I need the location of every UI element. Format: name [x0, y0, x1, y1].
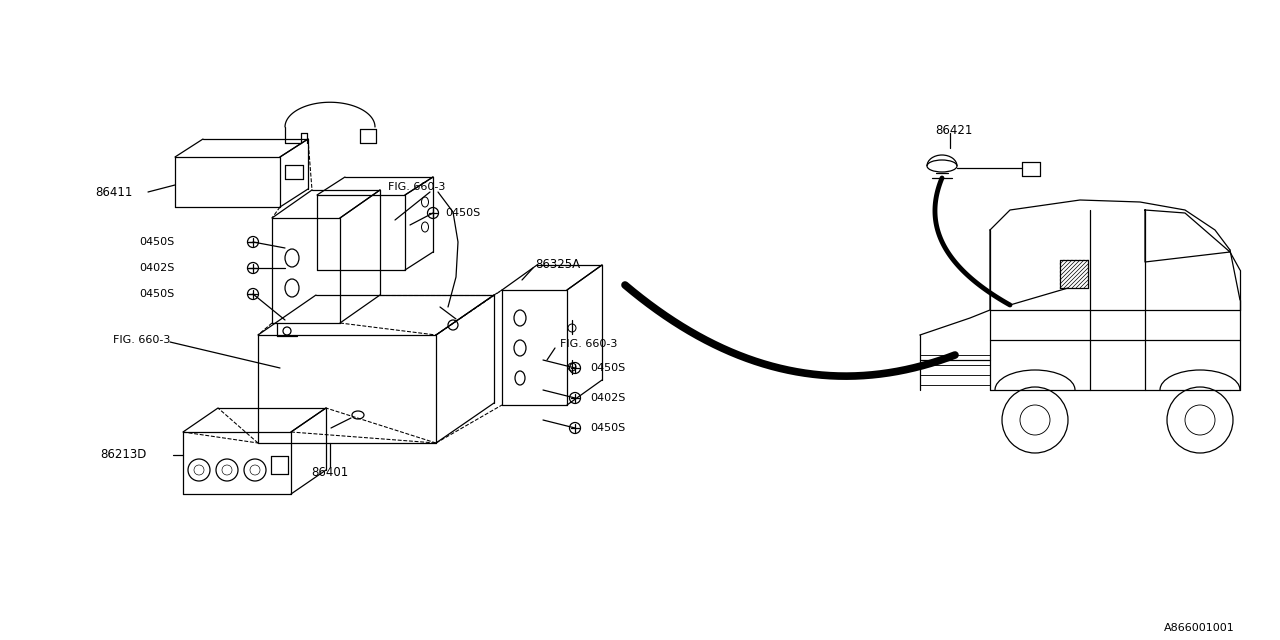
- Text: 0402S: 0402S: [590, 393, 626, 403]
- Text: A866001001: A866001001: [1165, 623, 1235, 633]
- Text: 86411: 86411: [95, 186, 132, 198]
- Text: FIG. 660-3: FIG. 660-3: [561, 339, 617, 349]
- Text: 0450S: 0450S: [445, 208, 480, 218]
- Text: FIG. 660-3: FIG. 660-3: [113, 335, 170, 345]
- Text: 86213D: 86213D: [100, 449, 146, 461]
- Text: 86325A: 86325A: [535, 259, 580, 271]
- Text: 0450S: 0450S: [140, 237, 175, 247]
- Text: 0450S: 0450S: [590, 363, 625, 373]
- Text: 0402S: 0402S: [140, 263, 175, 273]
- Text: FIG. 660-3: FIG. 660-3: [388, 182, 445, 192]
- Text: 86401: 86401: [311, 465, 348, 479]
- Text: 86421: 86421: [934, 124, 973, 136]
- Text: 0450S: 0450S: [590, 423, 625, 433]
- Text: 0450S: 0450S: [140, 289, 175, 299]
